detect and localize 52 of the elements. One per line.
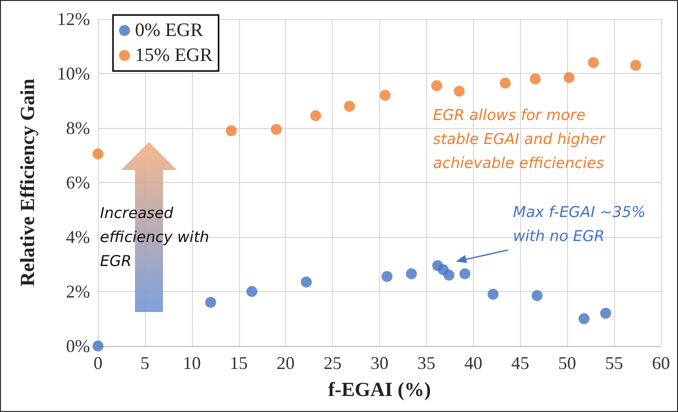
point bbox=[300, 276, 312, 288]
x-tick-label: 15 bbox=[230, 353, 248, 373]
annotation: EGR allows for more stable EGAI and higher achievable efficiencies bbox=[433, 105, 606, 174]
point bbox=[500, 78, 511, 89]
y-tick-label: 12% bbox=[57, 9, 90, 29]
x-tick-label: 45 bbox=[511, 353, 530, 373]
y-axis-title: Relative Efficiency Gain bbox=[17, 78, 39, 286]
point bbox=[630, 60, 642, 71]
point bbox=[600, 308, 612, 319]
point bbox=[380, 90, 391, 101]
x-tick-label: 30 bbox=[370, 353, 388, 373]
y-tick-label: 10% bbox=[57, 64, 90, 84]
x-tick-label: 25 bbox=[324, 353, 342, 373]
point bbox=[578, 313, 590, 324]
point bbox=[92, 340, 104, 352]
legend-label: 0% EGR bbox=[135, 20, 204, 41]
y-tick-label: 0% bbox=[66, 336, 90, 356]
point bbox=[344, 100, 355, 112]
x-tick-label: 50 bbox=[558, 353, 576, 373]
x-tick-label: 40 bbox=[464, 353, 482, 373]
y-tick-label: 4% bbox=[66, 227, 90, 247]
point bbox=[530, 73, 541, 84]
y-tick-label: 2% bbox=[66, 282, 90, 302]
point bbox=[443, 270, 454, 281]
point bbox=[246, 286, 258, 297]
x-tick-label: 0 bbox=[94, 353, 102, 373]
point bbox=[205, 296, 216, 308]
point bbox=[454, 86, 465, 97]
point bbox=[532, 290, 543, 302]
point bbox=[270, 124, 282, 135]
point bbox=[226, 125, 237, 136]
x-tick-label: 10 bbox=[182, 353, 201, 373]
point bbox=[564, 72, 575, 84]
point bbox=[459, 268, 470, 280]
x-axis-title: f-EGAI (%) bbox=[328, 379, 431, 401]
x-tick-label: 5 bbox=[140, 353, 150, 373]
x-tick-label: 60 bbox=[652, 353, 670, 373]
point bbox=[431, 80, 442, 92]
x-tick-label: 35 bbox=[417, 353, 436, 373]
point bbox=[382, 271, 393, 282]
point bbox=[310, 110, 322, 122]
point bbox=[488, 288, 499, 300]
y-tick-label: 6% bbox=[66, 172, 90, 192]
legend-label: 15% EGR bbox=[135, 45, 213, 66]
point bbox=[588, 57, 599, 68]
x-tick-label: 55 bbox=[605, 353, 624, 373]
annotation: Increased efficiency with EGR bbox=[100, 203, 210, 272]
x-tick-label: 20 bbox=[276, 353, 295, 373]
point bbox=[92, 148, 104, 160]
y-tick-label: 8% bbox=[66, 118, 90, 138]
annotation: Max f-EGAI ~35% with no EGR bbox=[513, 202, 646, 247]
point bbox=[406, 268, 417, 280]
